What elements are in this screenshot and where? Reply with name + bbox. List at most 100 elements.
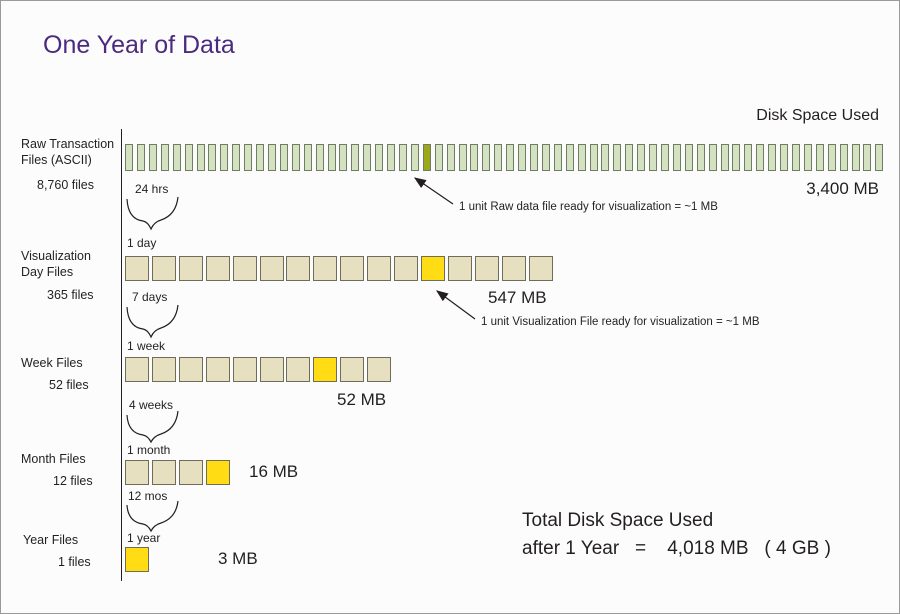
month-file-unit — [152, 460, 176, 485]
row-label-raw: Raw Transaction Files (ASCII) — [21, 137, 115, 167]
brace-24hrs — [126, 196, 179, 231]
year-file-unit-highlight — [125, 547, 149, 572]
month-file-unit — [179, 460, 203, 485]
raw-file-unit — [387, 144, 395, 171]
vertical-axis-line — [121, 129, 122, 581]
unit-label-1day: 1 day — [127, 236, 157, 250]
row-label-day: Visualization Day Files — [21, 249, 91, 279]
raw-file-unit — [136, 144, 145, 171]
row-label-month: Month Files — [21, 452, 86, 466]
row-count-raw: 8,760 files — [37, 178, 94, 192]
raw-file-unit — [744, 144, 753, 171]
raw-file-unit — [720, 144, 729, 171]
size-year: 3 MB — [218, 549, 258, 568]
raw-file-unit — [756, 144, 765, 171]
day-file-unit — [474, 256, 499, 281]
raw-file-unit — [661, 144, 669, 171]
raw-file-unit — [815, 144, 824, 171]
week-file-unit — [125, 357, 149, 382]
row-label-year: Year Files — [23, 533, 79, 547]
day-file-unit — [394, 256, 418, 281]
week-file-unit — [205, 357, 230, 382]
size-raw: 3,400 MB — [806, 179, 879, 198]
brace-7days — [126, 304, 179, 339]
day-file-unit — [528, 256, 553, 281]
raw-file-unit — [125, 144, 133, 171]
raw-file-unit — [780, 144, 788, 171]
raw-file-unit — [339, 144, 348, 171]
raw-file-unit — [208, 144, 217, 171]
row-count-week: 52 files — [49, 378, 89, 392]
day-file-unit — [151, 256, 176, 281]
total-label: Total Disk Space Used — [522, 510, 714, 531]
raw-file-unit-highlight — [422, 144, 431, 171]
raw-file-unit — [172, 144, 181, 171]
raw-file-unit — [494, 144, 503, 171]
raw-file-unit — [601, 144, 610, 171]
raw-file-unit — [577, 144, 586, 171]
raw-file-unit — [327, 144, 336, 171]
day-file-unit-highlight — [420, 256, 445, 281]
raw-file-unit — [803, 144, 812, 171]
week-file-unit — [232, 357, 257, 382]
raw-file-unit — [196, 144, 205, 171]
raw-file-unit — [839, 144, 848, 171]
size-month: 16 MB — [249, 462, 299, 481]
day-file-unit — [501, 256, 526, 281]
period-label-7days: 7 days — [132, 290, 168, 304]
raw-file-unit — [541, 144, 550, 171]
day-file-unit — [125, 256, 149, 281]
raw-file-unit — [792, 144, 800, 171]
raw-file-unit — [553, 144, 562, 171]
raw-file-unit — [279, 144, 288, 171]
month-file-unit-highlight — [206, 460, 230, 485]
row-count-month: 12 files — [53, 474, 93, 488]
raw-file-unit — [244, 144, 253, 171]
raw-pointer-arrow — [414, 177, 454, 205]
week-file-unit — [286, 357, 311, 382]
day-file-unit — [313, 256, 338, 281]
raw-file-unit — [863, 144, 872, 171]
raw-file-unit — [375, 144, 384, 171]
raw-file-unit — [637, 144, 646, 171]
size-week: 52 MB — [337, 390, 387, 409]
month-file-unit — [125, 460, 149, 485]
period-label-12mos: 12 mos — [128, 489, 168, 503]
raw-file-unit — [232, 144, 241, 171]
raw-file-unit — [482, 144, 491, 171]
week-file-unit — [259, 357, 284, 382]
unit-label-1year: 1 year — [127, 531, 161, 545]
raw-file-unit — [506, 144, 515, 171]
raw-file-unit — [470, 144, 479, 171]
raw-file-unit — [768, 144, 777, 171]
raw-file-unit — [672, 144, 681, 171]
raw-file-unit — [827, 144, 836, 171]
raw-file-unit — [184, 144, 193, 171]
day-file-unit — [232, 256, 257, 281]
week-file-unit — [151, 357, 176, 382]
raw-file-unit — [649, 144, 657, 171]
raw-file-unit — [434, 144, 443, 171]
day-file-unit — [447, 256, 472, 281]
raw-file-unit — [589, 144, 598, 171]
raw-file-unit — [220, 144, 229, 171]
day-file-unit — [367, 256, 392, 281]
raw-file-unit — [696, 144, 705, 171]
raw-file-unit — [529, 144, 538, 171]
period-label-24hrs: 24 hrs — [135, 182, 169, 196]
viz-pointer-arrow — [436, 290, 476, 320]
raw-file-unit — [732, 144, 741, 171]
week-file-unit — [340, 357, 365, 382]
raw-file-unit — [518, 144, 526, 171]
day-file-unit — [205, 256, 230, 281]
raw-file-unit — [613, 144, 622, 171]
day-file-unit — [259, 256, 284, 281]
week-file-unit — [178, 357, 203, 382]
raw-file-unit — [267, 144, 276, 171]
unit-label-1month: 1 month — [127, 443, 171, 457]
week-file-unit — [367, 357, 392, 382]
row-count-day: 365 files — [47, 288, 94, 302]
week-file-unit-highlight — [313, 357, 338, 382]
